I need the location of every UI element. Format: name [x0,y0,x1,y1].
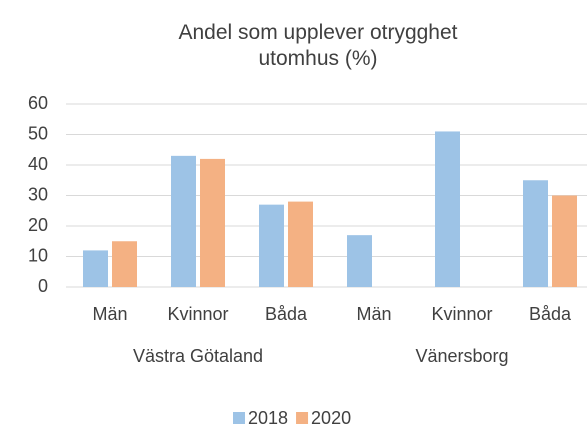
y-tick-label: 20 [28,215,48,235]
y-tick-label: 40 [28,154,48,174]
y-tick-label: 50 [28,123,48,143]
legend-swatch [233,412,245,424]
bar [112,241,137,287]
x-tick-label: Båda [265,304,308,324]
y-tick-label: 0 [38,276,48,296]
x-tick-label: Kvinnor [167,304,228,324]
bar [288,201,313,287]
bar [259,204,284,287]
chart-title: Andel som upplever otrygghet utomhus (%) [178,21,458,70]
legend-label: 2018 [248,408,288,428]
y-tick-label: 60 [28,93,48,113]
bar [200,158,225,287]
x-tick-label: Män [92,304,127,324]
legend-swatch [296,412,309,424]
y-tick-label: 30 [28,184,48,204]
x-tick-label: Män [356,304,391,324]
group-label: Västra Götaland [133,346,263,366]
bar [435,131,460,287]
bar [347,235,372,287]
legend-label: 2020 [311,408,351,428]
x-tick-label: Båda [529,304,572,324]
bar [171,155,196,287]
group-label: Vänersborg [415,346,508,366]
bar [83,250,108,287]
bar [523,180,548,287]
y-tick-label: 10 [28,245,48,265]
x-tick-label: Kvinnor [431,304,492,324]
bar [552,195,577,287]
